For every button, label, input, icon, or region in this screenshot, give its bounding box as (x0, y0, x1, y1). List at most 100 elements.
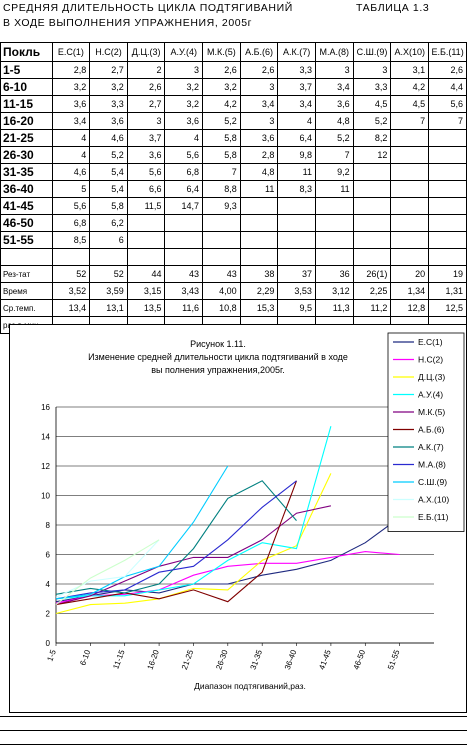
table-cell[interactable]: 4,8 (239, 163, 279, 181)
table-cell[interactable]: 3,59 (89, 282, 128, 300)
table-cell[interactable] (314, 214, 354, 232)
table-cell[interactable]: 3,52 (51, 282, 91, 300)
table-cell[interactable]: 3 (314, 61, 354, 79)
table-cell[interactable]: 13,5 (126, 299, 166, 317)
table-cell[interactable] (390, 197, 430, 215)
table-cell[interactable] (239, 248, 279, 266)
table-cell[interactable] (390, 146, 430, 164)
table-cell[interactable]: 4,5 (390, 95, 430, 113)
table-cell[interactable]: 7 (428, 112, 467, 130)
table-cell[interactable]: 2 (126, 61, 166, 79)
table-cell[interactable]: 37 (277, 265, 316, 283)
table-cell[interactable]: 4,6 (89, 129, 128, 147)
table-cell[interactable]: 3,3 (89, 95, 128, 113)
table-cell[interactable]: 3,6 (164, 112, 204, 130)
table-cell[interactable]: 6,6 (126, 180, 166, 198)
table-cell[interactable]: 4 (277, 112, 316, 130)
table-cell[interactable]: 4,2 (202, 95, 241, 113)
table-cell[interactable]: 3,7 (277, 78, 316, 96)
table-cell[interactable]: 2,7 (89, 61, 128, 79)
table-cell[interactable]: 4 (164, 129, 204, 147)
table-cell[interactable]: 13,1 (89, 299, 128, 317)
table-cell[interactable]: 8,3 (277, 180, 316, 198)
table-cell[interactable]: 5,4 (89, 180, 128, 198)
table-cell[interactable] (126, 248, 166, 266)
table-cell[interactable]: 2,6 (126, 78, 166, 96)
table-cell[interactable]: 13,4 (51, 299, 91, 317)
table-cell[interactable]: 11 (314, 180, 354, 198)
table-cell[interactable] (239, 231, 279, 249)
table-cell[interactable]: 4,8 (314, 112, 354, 130)
table-cell[interactable] (352, 248, 392, 266)
table-cell[interactable] (428, 248, 467, 266)
table-cell[interactable]: 2,29 (239, 282, 279, 300)
table-cell[interactable]: 3,2 (164, 95, 204, 113)
table-cell[interactable]: 2,8 (51, 61, 91, 79)
table-cell[interactable] (352, 231, 392, 249)
table-cell[interactable]: 11,3 (314, 299, 354, 317)
table-cell[interactable] (352, 197, 392, 215)
table-cell[interactable]: 3 (239, 78, 279, 96)
table-cell[interactable]: 4,2 (390, 78, 430, 96)
table-cell[interactable]: 38 (239, 265, 279, 283)
table-cell[interactable] (390, 180, 430, 198)
table-cell[interactable]: 3,12 (314, 282, 354, 300)
table-cell[interactable] (428, 231, 467, 249)
table-cell[interactable]: 8,2 (352, 129, 392, 147)
table-cell[interactable] (352, 214, 392, 232)
table-cell[interactable] (390, 248, 430, 266)
table-cell[interactable]: 5,4 (89, 163, 128, 181)
table-cell[interactable] (277, 214, 316, 232)
table-cell[interactable] (164, 248, 204, 266)
table-cell[interactable]: 52 (89, 265, 128, 283)
table-cell[interactable]: 5,8 (202, 146, 241, 164)
table-cell[interactable]: 5,2 (314, 129, 354, 147)
table-cell[interactable]: 4 (51, 146, 91, 164)
table-cell[interactable]: 6,2 (89, 214, 128, 232)
table-cell[interactable]: 2,7 (126, 95, 166, 113)
table-cell[interactable] (390, 231, 430, 249)
table-cell[interactable]: 4,4 (428, 78, 467, 96)
table-cell[interactable]: 3,2 (164, 78, 204, 96)
table-cell[interactable]: 14,7 (164, 197, 204, 215)
table-cell[interactable]: 43 (164, 265, 204, 283)
table-cell[interactable]: 8,8 (202, 180, 241, 198)
table-cell[interactable]: 9,5 (277, 299, 316, 317)
table-cell[interactable]: 11,5 (126, 197, 166, 215)
table-cell[interactable]: 4,5 (352, 95, 392, 113)
table-cell[interactable] (277, 231, 316, 249)
table-cell[interactable]: 3,6 (239, 129, 279, 147)
table-cell[interactable] (277, 248, 316, 266)
table-cell[interactable]: 4 (51, 129, 91, 147)
table-cell[interactable]: 1,34 (390, 282, 430, 300)
table-cell[interactable] (202, 214, 241, 232)
table-cell[interactable]: 2,25 (352, 282, 392, 300)
table-cell[interactable]: 9,2 (314, 163, 354, 181)
table-cell[interactable] (314, 231, 354, 249)
table-cell[interactable] (164, 214, 204, 232)
table-cell[interactable]: 2,6 (428, 61, 467, 79)
table-cell[interactable]: 3,7 (126, 129, 166, 147)
table-cell[interactable]: 11,6 (164, 299, 204, 317)
table-cell[interactable] (428, 146, 467, 164)
table-cell[interactable]: 6,8 (164, 163, 204, 181)
table-cell[interactable]: 6,8 (51, 214, 91, 232)
table-cell[interactable]: 3,43 (164, 282, 204, 300)
table-cell[interactable]: 11 (239, 180, 279, 198)
table-cell[interactable]: 11,2 (352, 299, 392, 317)
table-cell[interactable]: 44 (126, 265, 166, 283)
table-cell[interactable]: 5,8 (202, 129, 241, 147)
table-cell[interactable] (314, 248, 354, 266)
table-cell[interactable]: 52 (51, 265, 91, 283)
table-cell[interactable]: 6,4 (164, 180, 204, 198)
table-cell[interactable]: 5,8 (89, 197, 128, 215)
table-cell[interactable]: 3,3 (352, 78, 392, 96)
table-cell[interactable]: 5,2 (89, 146, 128, 164)
table-cell[interactable]: 3,1 (390, 61, 430, 79)
table-cell[interactable]: 9,8 (277, 146, 316, 164)
table-cell[interactable]: 12,8 (390, 299, 430, 317)
table-cell[interactable]: 7 (314, 146, 354, 164)
table-cell[interactable]: 6 (89, 231, 128, 249)
table-cell[interactable]: 8,5 (51, 231, 91, 249)
table-cell[interactable]: 3,4 (51, 112, 91, 130)
